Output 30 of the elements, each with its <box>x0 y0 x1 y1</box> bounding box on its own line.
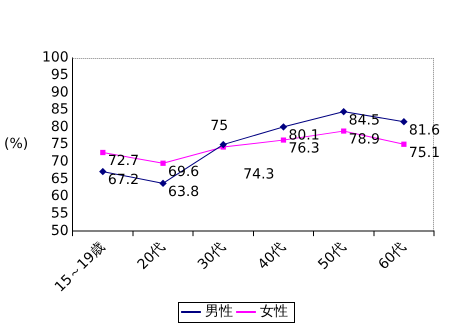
y-tick-label: 90 <box>50 84 69 100</box>
data-label: 75 <box>210 118 228 134</box>
data-label: 74.3 <box>243 166 274 183</box>
data-label: 63.8 <box>168 184 200 200</box>
y-tick-label: 80 <box>50 118 69 135</box>
y-tick-label: 50 <box>50 222 69 239</box>
y-axis-title: (%) <box>4 136 28 152</box>
data-label: 72.7 <box>108 153 139 170</box>
data-label: 75.1 <box>408 144 440 161</box>
data-label: 76.3 <box>288 140 320 157</box>
y-tick-label: 70 <box>50 154 69 170</box>
y-tick-label: 55 <box>50 205 69 222</box>
x-tick-label: 20代 <box>134 239 168 273</box>
y-tick-label: 95 <box>50 66 69 83</box>
y-tick-label: 75 <box>50 136 69 152</box>
x-tick-label: 60代 <box>375 239 410 273</box>
legend-label: 女性 <box>260 304 288 320</box>
data-label: 67.2 <box>108 172 139 188</box>
legend-label: 男性 <box>205 304 233 320</box>
x-tick-label: 50代 <box>315 239 350 273</box>
y-tick-label: 85 <box>50 102 69 118</box>
x-tick-label: 30代 <box>194 239 229 273</box>
x-tick-label: 40代 <box>255 239 289 273</box>
x-tick-label: 15～19歳 <box>52 239 108 296</box>
data-label: 81.6 <box>408 122 440 138</box>
y-tick-label: 100 <box>42 50 69 66</box>
data-label: 84.5 <box>348 112 380 128</box>
y-tick-label: 65 <box>50 170 69 187</box>
y-tick-label: 60 <box>50 188 69 204</box>
data-label: 78.9 <box>348 132 380 148</box>
